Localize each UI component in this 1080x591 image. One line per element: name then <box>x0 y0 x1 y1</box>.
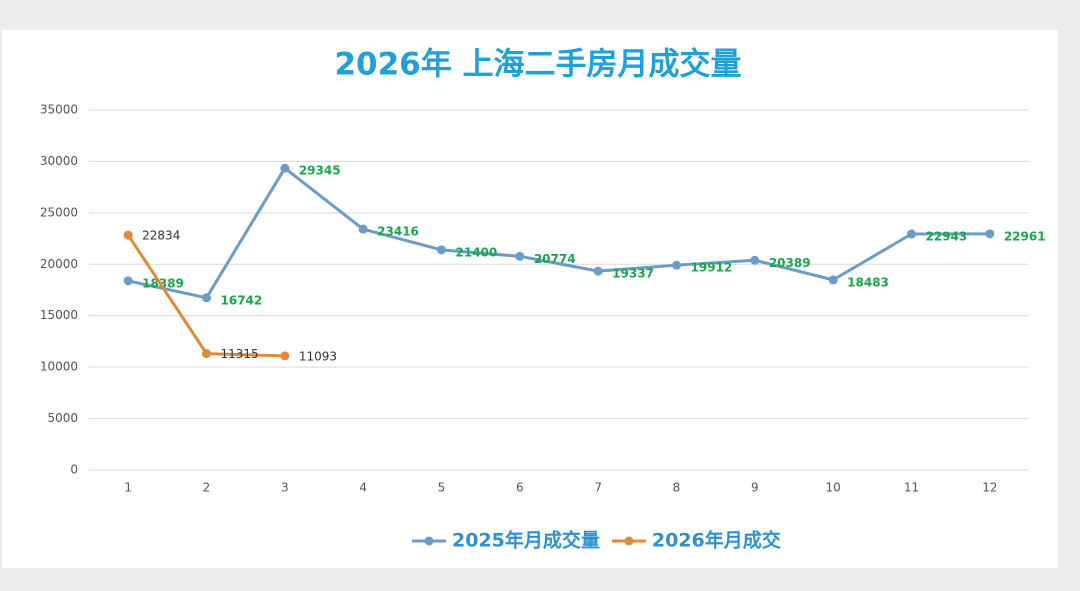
y-tick-label: 15000 <box>40 308 78 322</box>
data-point <box>515 251 525 261</box>
data-point <box>437 245 446 255</box>
data-label: 16742 <box>221 293 263 307</box>
data-point <box>750 255 760 265</box>
x-tick-label: 11 <box>904 481 919 495</box>
data-label: 20389 <box>769 256 811 270</box>
data-label: 19912 <box>691 261 733 275</box>
data-label: 11315 <box>221 347 259 361</box>
data-label: 11093 <box>299 349 337 363</box>
data-label: 18389 <box>142 276 184 290</box>
x-tick-label: 4 <box>359 481 367 495</box>
legend-label: 2026年月成交 <box>652 529 781 552</box>
data-label: 21400 <box>456 245 498 259</box>
data-point <box>123 276 133 286</box>
data-point <box>280 351 290 361</box>
x-tick-label: 3 <box>281 481 289 495</box>
x-tick-label: 2 <box>203 481 211 495</box>
data-label: 22943 <box>926 230 968 244</box>
x-tick-label: 9 <box>751 481 759 495</box>
x-tick-label: 5 <box>438 481 446 495</box>
y-tick-label: 0 <box>70 463 78 477</box>
x-tick-label: 8 <box>673 481 681 495</box>
legend-marker <box>424 536 434 546</box>
data-label: 20774 <box>534 252 576 266</box>
data-label: 19337 <box>612 267 654 281</box>
y-tick-label: 20000 <box>40 257 78 271</box>
series-line <box>127 166 990 300</box>
x-tick-label: 6 <box>516 481 524 495</box>
data-point <box>358 224 368 234</box>
legend-label: 2025年月成交量 <box>452 529 600 552</box>
data-point <box>985 229 995 239</box>
x-tick-label: 10 <box>826 481 841 495</box>
data-point <box>202 349 211 359</box>
data-point <box>123 230 133 240</box>
data-label: 18483 <box>847 275 889 289</box>
data-label: 22834 <box>142 229 180 243</box>
y-tick-label: 30000 <box>40 154 78 168</box>
chart-title: 2026年 上海二手房月成交量 <box>334 47 741 83</box>
data-point <box>828 275 838 285</box>
y-tick-label: 10000 <box>40 360 78 374</box>
data-point <box>593 266 603 276</box>
data-label: 29345 <box>299 164 341 178</box>
x-tick-label: 1 <box>124 481 132 495</box>
data-point <box>202 293 211 303</box>
data-point <box>672 260 681 270</box>
data-point <box>280 163 290 173</box>
data-point <box>907 229 916 239</box>
chart-card <box>2 30 1058 568</box>
y-tick-label: 5000 <box>47 411 78 425</box>
legend-marker <box>624 536 634 546</box>
data-label: 22961 <box>1004 229 1046 243</box>
y-tick-label: 35000 <box>40 103 78 117</box>
x-tick-label: 7 <box>594 481 602 495</box>
data-label: 23416 <box>377 225 419 239</box>
x-tick-label: 12 <box>982 481 997 495</box>
y-tick-label: 25000 <box>40 205 78 219</box>
